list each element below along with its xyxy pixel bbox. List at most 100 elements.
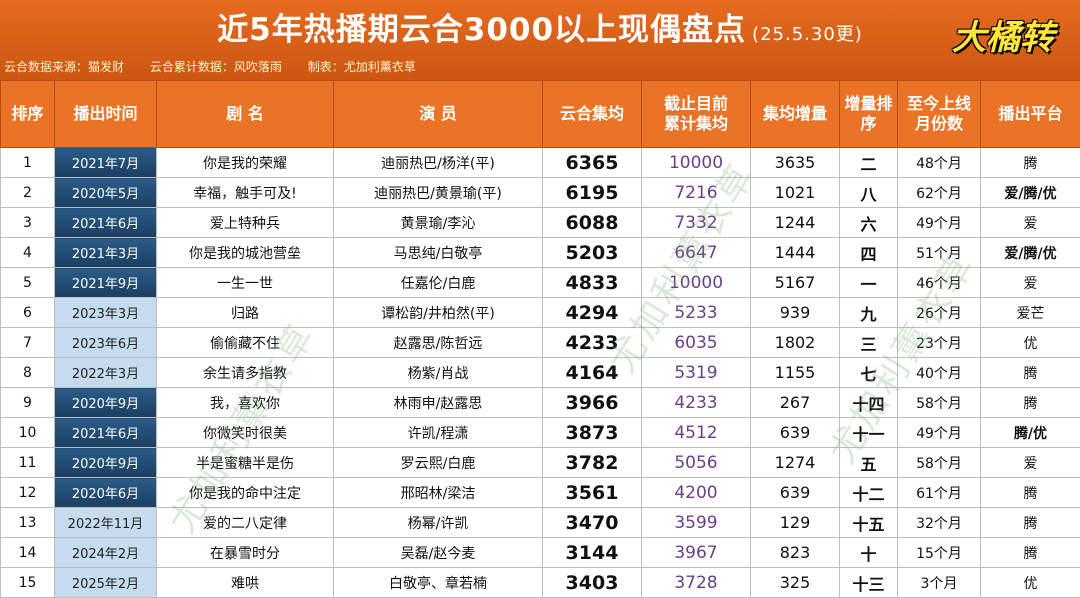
cell-inc-rank: 十 bbox=[839, 537, 898, 568]
cell-air-date: 2021年9月 bbox=[54, 267, 157, 298]
cell-cum-avg: 10000 bbox=[641, 147, 751, 178]
cell-increase: 1444 bbox=[750, 237, 840, 268]
cell-inc-rank: 十二 bbox=[839, 477, 898, 508]
table-row: 9 2020年9月 我，喜欢你 林雨申/赵露思 3966 4233 267 十四 58个月腾 bbox=[0, 387, 1080, 418]
cell-months: 32个月 bbox=[897, 507, 981, 538]
credits-line: 云合数据来源：猫发财 云合累计数据：风吹落雨 制表：尤加利薰衣草 bbox=[4, 58, 438, 75]
cell-title: 你是我的荣耀 bbox=[156, 147, 334, 178]
cell-inc-rank: 九 bbox=[839, 297, 898, 328]
cell-months: 3个月 bbox=[897, 567, 981, 598]
cell-platform: 腾 bbox=[980, 147, 1080, 178]
cell-increase: 1274 bbox=[750, 447, 840, 478]
cell-months: 61个月 bbox=[897, 477, 981, 508]
cell-ep-avg: 3144 bbox=[542, 537, 642, 568]
table-row: 12 2020年6月 你是我的命中注定 邢昭林/梁洁 3561 4200 639 十二 61个月… bbox=[0, 477, 1080, 508]
credit-cumulative: 云合累计数据：风吹落雨 bbox=[149, 60, 282, 74]
table-row: 10 2021年6月 你微笑时很美 许凯/程潇 3873 4512 639 十一 49个月 腾/优 bbox=[0, 417, 1080, 448]
cell-title: 你是我的命中注定 bbox=[156, 477, 334, 508]
header-rank: 排序 bbox=[0, 80, 55, 148]
cell-cast: 赵露思/陈哲远 bbox=[333, 327, 543, 358]
table-body: 1 2021年7月 你是我的荣耀 迪丽热巴/杨洋(平) 6365 10000 3635 二 48… bbox=[0, 147, 1080, 598]
cell-months: 51个月 bbox=[897, 237, 981, 268]
cell-title: 在暴雪时分 bbox=[156, 537, 334, 568]
cell-air-date: 2025年2月 bbox=[54, 567, 157, 598]
cell-cast: 马思纯/白敬亭 bbox=[333, 237, 543, 268]
cell-platform: 爱 bbox=[980, 207, 1080, 238]
cell-air-date: 2020年9月 bbox=[54, 387, 157, 418]
cell-months: 23个月 bbox=[897, 327, 981, 358]
cell-cum-avg: 4233 bbox=[641, 387, 751, 418]
cell-title: 余生请多指教 bbox=[156, 357, 334, 388]
cell-inc-rank: 十五 bbox=[839, 507, 898, 538]
cell-cum-avg: 6647 bbox=[641, 237, 751, 268]
cell-cast: 罗云熙/白鹿 bbox=[333, 447, 543, 478]
table-row: 14 2024年2月 在暴雪时分 吴磊/赵今麦 3144 3967 823 十 15个月腾 bbox=[0, 537, 1080, 568]
cell-inc-rank: 七 bbox=[839, 357, 898, 388]
cell-title: 你微笑时很美 bbox=[156, 417, 334, 448]
cell-cast: 吴磊/赵今麦 bbox=[333, 537, 543, 568]
cell-platform: 腾/优 bbox=[980, 417, 1080, 448]
cell-months: 40个月 bbox=[897, 357, 981, 388]
cell-air-date: 2022年3月 bbox=[54, 357, 157, 388]
cell-increase: 5167 bbox=[750, 267, 840, 298]
table-row: 4 2021年3月 你是我的城池营垒 马思纯/白敬亭 5203 6647 1444 四 51个月… bbox=[0, 237, 1080, 268]
table-row: 15 2025年2月 难哄 白敬亭、章若楠 3403 3728 325 十三 3个月优 bbox=[0, 567, 1080, 598]
cell-air-date: 2021年6月 bbox=[54, 207, 157, 238]
cell-inc-rank: 十三 bbox=[839, 567, 898, 598]
title-text: 近5年热播期云合3000以上现偶盘点 bbox=[217, 12, 747, 48]
cell-air-date: 2023年6月 bbox=[54, 327, 157, 358]
cell-ep-avg: 4164 bbox=[542, 357, 642, 388]
title-banner: 近5年热播期云合3000以上现偶盘点 (25.5.30更) 大橘转 云合数据来源：… bbox=[0, 0, 1080, 80]
cell-cum-avg: 6035 bbox=[641, 327, 751, 358]
header-months: 至今上线 月份数 bbox=[897, 80, 981, 148]
cell-cum-avg: 7216 bbox=[641, 177, 751, 208]
page-title: 近5年热播期云合3000以上现偶盘点 (25.5.30更) bbox=[0, 4, 1080, 49]
cell-ep-avg: 3561 bbox=[542, 477, 642, 508]
cell-cast: 白敬亭、章若楠 bbox=[333, 567, 543, 598]
cell-ep-avg: 6088 bbox=[542, 207, 642, 238]
cell-ep-avg: 3403 bbox=[542, 567, 642, 598]
cell-cum-avg: 7332 bbox=[641, 207, 751, 238]
cell-air-date: 2020年5月 bbox=[54, 177, 157, 208]
cell-rank: 9 bbox=[0, 387, 55, 418]
cell-increase: 639 bbox=[750, 477, 840, 508]
cell-air-date: 2020年6月 bbox=[54, 477, 157, 508]
cell-platform: 优 bbox=[980, 567, 1080, 598]
cell-platform: 腾 bbox=[980, 537, 1080, 568]
header-cast: 演 员 bbox=[333, 80, 543, 148]
cell-air-date: 2021年3月 bbox=[54, 237, 157, 268]
table-row: 3 2021年6月 爱上特种兵 黄景瑜/李沁 6088 7332 1244 六 49个月爱 bbox=[0, 207, 1080, 238]
cell-increase: 1802 bbox=[750, 327, 840, 358]
cell-air-date: 2020年9月 bbox=[54, 447, 157, 478]
cell-title: 归路 bbox=[156, 297, 334, 328]
cell-increase: 129 bbox=[750, 507, 840, 538]
cell-increase: 267 bbox=[750, 387, 840, 418]
cell-rank: 14 bbox=[0, 537, 55, 568]
header-ep-avg: 云合集均 bbox=[542, 80, 642, 148]
table-row: 6 2023年3月 归路 谭松韵/井柏然(平) 4294 5233 939 九 26个月 爱芒 bbox=[0, 297, 1080, 328]
cell-months: 62个月 bbox=[897, 177, 981, 208]
cell-ep-avg: 4833 bbox=[542, 267, 642, 298]
cell-increase: 1021 bbox=[750, 177, 840, 208]
cell-ep-avg: 3966 bbox=[542, 387, 642, 418]
cell-rank: 11 bbox=[0, 447, 55, 478]
brand-logo: 大橘转 bbox=[952, 18, 1054, 58]
table-row: 2 2020年5月 幸福，触手可及! 迪丽热巴/黄景瑜(平) 6195 7216 1021 八… bbox=[0, 177, 1080, 208]
cell-rank: 12 bbox=[0, 477, 55, 508]
cell-cum-avg: 10000 bbox=[641, 267, 751, 298]
ranking-table: 排序 播出时间剧 名演 员云合集均 截止目前 累计集均 集均增量 增量排序至今上线 月份数播… bbox=[0, 80, 1080, 598]
cell-platform: 爱 bbox=[980, 267, 1080, 298]
cell-cast: 林雨申/赵露思 bbox=[333, 387, 543, 418]
cell-air-date: 2021年7月 bbox=[54, 147, 157, 178]
cell-rank: 8 bbox=[0, 357, 55, 388]
cell-platform: 爱/腾/优 bbox=[980, 237, 1080, 268]
cell-title: 爱上特种兵 bbox=[156, 207, 334, 238]
cell-months: 58个月 bbox=[897, 387, 981, 418]
cell-platform: 腾 bbox=[980, 477, 1080, 508]
cell-cast: 杨紫/肖战 bbox=[333, 357, 543, 388]
cell-air-date: 2023年3月 bbox=[54, 297, 157, 328]
cell-ep-avg: 4233 bbox=[542, 327, 642, 358]
cell-platform: 爱芒 bbox=[980, 297, 1080, 328]
table-row: 8 2022年3月 余生请多指教 杨紫/肖战 4164 5319 1155 七 40个月腾 bbox=[0, 357, 1080, 388]
cell-inc-rank: 十一 bbox=[839, 417, 898, 448]
